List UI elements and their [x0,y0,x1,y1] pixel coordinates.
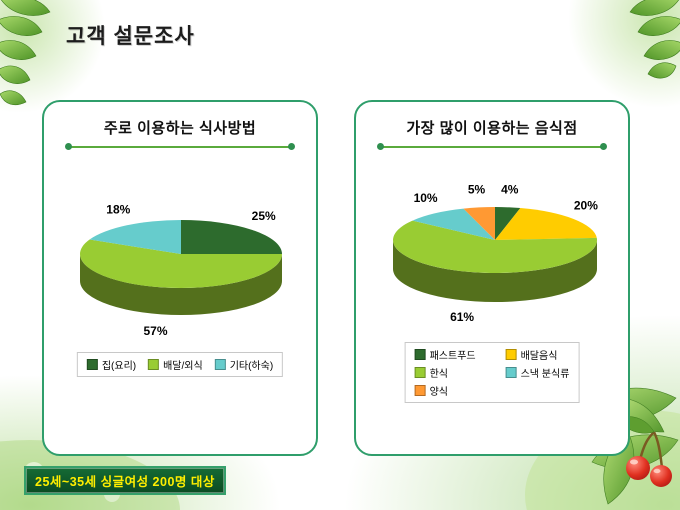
pie-slice [393,220,598,273]
legend-label: 기타(하숙) [229,361,274,372]
legend-item: 집(요리) [86,357,137,372]
legend-swatch [505,367,517,378]
chart-title: 가장 많이 이용하는 음식점 [406,120,578,137]
pie-slice [80,254,282,315]
legend-swatch [148,359,160,370]
legend-swatch [414,385,426,396]
pie-percent-label: 25% [252,209,276,223]
pie-percent-label: 18% [106,202,130,216]
pie-slice [79,239,283,288]
pie-percent-label: 4% [501,182,519,196]
pie-percent-label: 5% [468,183,486,197]
pie-slice [412,208,495,240]
pie-percent-label: 10% [414,191,438,205]
legend-label: 스낵 분식류 [520,369,570,380]
legend-item: 기타(하숙) [214,357,274,372]
target-audience-badge: 25세~35세 싱글여성 200명 대상 [24,466,226,495]
legend-item: 배달음식 [505,347,570,362]
leaf-decoration-top-left [0,0,51,106]
legend-label: 한식 [429,369,449,380]
pie-chart-restaurant: 4% 20% 61% 10% 5% [393,182,598,324]
title-divider [65,143,295,150]
pie-slice [181,220,282,254]
legend-label: 배달/외식 [163,361,203,372]
legend-label: 양식 [429,387,449,398]
leaf-decoration-top-right [629,0,680,79]
legend-item: 양식 [414,383,476,398]
legend-item: 스낵 분식류 [505,365,570,380]
pie-chart-dining-method: 25% 57% 18% [79,202,283,338]
pie-slice [393,240,597,302]
chart-legend: 집(요리) 배달/외식 기타(하숙) [76,352,284,377]
pie-percent-label: 57% [143,324,167,338]
pie-percent-label: 61% [450,310,474,324]
legend-item: 한식 [414,365,476,380]
legend-swatch [505,349,517,360]
legend-label: 집(요리) [101,361,137,372]
chart-title: 주로 이용하는 식사방법 [103,120,257,137]
title-divider [377,143,607,150]
pie-slice [463,207,495,240]
legend-swatch [414,349,426,360]
legend-swatch [414,367,426,378]
pie-slice [495,207,521,240]
legend-item: 패스트푸드 [414,347,476,362]
legend-swatch [214,359,226,370]
page-title: 고객 설문조사 [66,25,195,48]
legend-item: 배달/외식 [148,357,203,372]
chart-panel-dining-method: 주로 이용하는 식사방법 25% 57% 18% 집(요리) 배달/외식 기타(하숙) [42,100,318,456]
legend-swatch [86,359,98,370]
legend-label: 패스트푸드 [429,351,476,362]
pie-slice [495,208,597,240]
pie-slice [89,220,181,254]
legend-label: 배달음식 [520,351,558,362]
pie-percent-label: 20% [574,199,598,213]
